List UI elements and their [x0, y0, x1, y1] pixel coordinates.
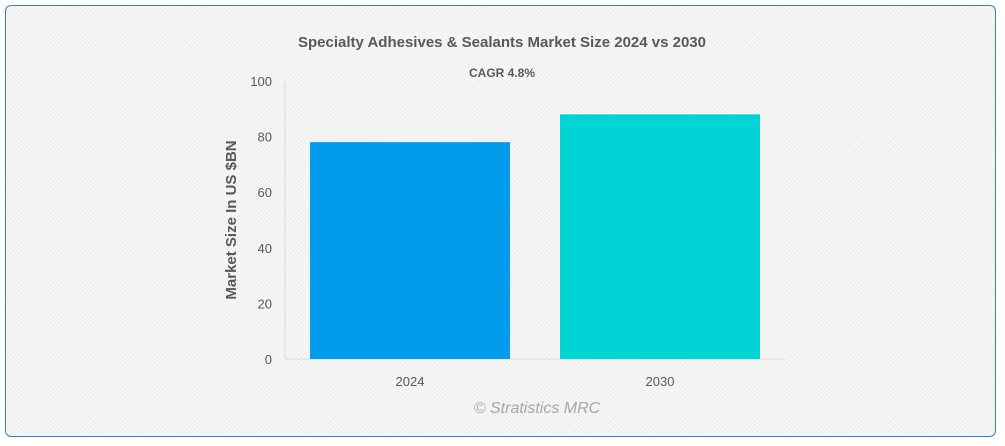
- bar-2030: [560, 114, 760, 359]
- y-tick-label: 80: [258, 130, 272, 145]
- y-tick-label: 40: [258, 241, 272, 256]
- chart-subtitle: CAGR 4.8%: [469, 66, 535, 80]
- y-tick-label: 20: [258, 296, 272, 311]
- bar-2024: [310, 142, 510, 359]
- chart-title: Specialty Adhesives & Sealants Market Si…: [298, 34, 706, 51]
- y-tick-label: 100: [250, 74, 272, 89]
- y-tick-label: 0: [265, 352, 272, 367]
- y-axis-label: Market Size In US $BN: [223, 140, 240, 299]
- y-tick-label: 60: [258, 185, 272, 200]
- watermark: © Stratistics MRC: [474, 400, 601, 417]
- x-tick-label: 2030: [646, 374, 675, 389]
- x-tick-label: 2024: [396, 374, 425, 389]
